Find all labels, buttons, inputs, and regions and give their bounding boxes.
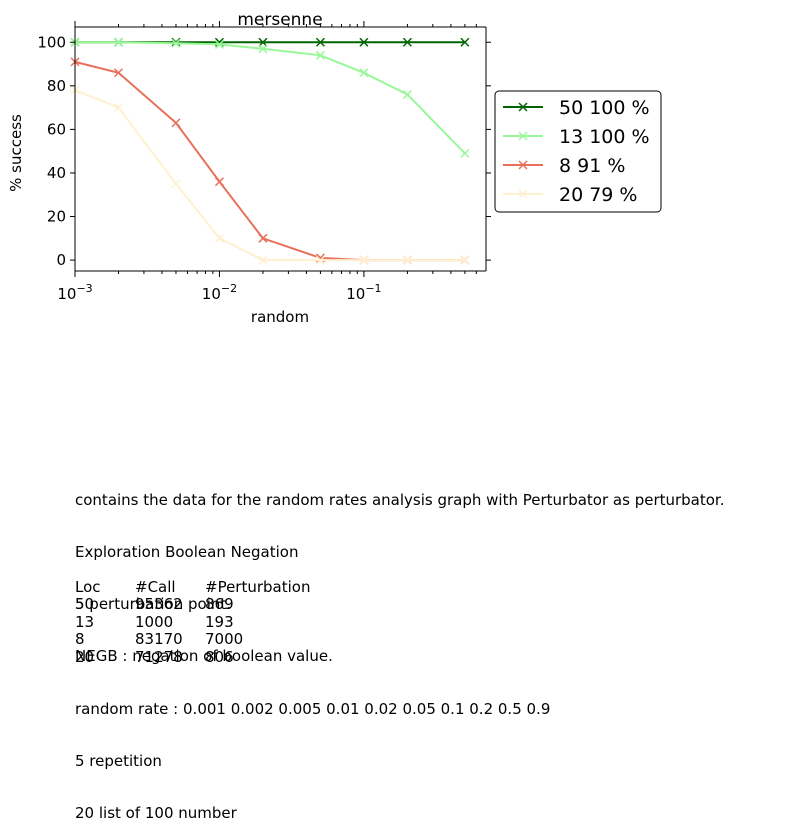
data-point — [359, 255, 369, 265]
data-point — [258, 255, 268, 265]
table-cell: 193 — [205, 612, 234, 631]
note-line: 20 list of 100 number — [75, 804, 237, 823]
data-point — [113, 68, 124, 78]
table-cell: 7000 — [205, 630, 244, 649]
axes: 0 20 40 60 80 100 10−3 10−2 10−1 — [37, 21, 491, 303]
series-line — [74, 89, 465, 262]
table-cell: 869 — [205, 595, 234, 614]
y-tick-label: 0 — [56, 251, 66, 269]
table-cell: 806 — [205, 647, 234, 666]
data-point — [359, 68, 369, 78]
y-axis-label: % success — [7, 114, 25, 192]
x-tick-label: 10−3 — [57, 282, 92, 303]
legend-marker — [518, 189, 528, 199]
note-line: NEGB : negation of boolean value. — [75, 647, 333, 666]
legend-label: 20 79 % — [559, 184, 638, 206]
chart: mersenne 0 20 40 60 80 100 10−3 10−2 10−1 random… — [7, 10, 662, 326]
data-point — [315, 37, 325, 47]
data-point — [258, 44, 268, 54]
table-cell: 1000 — [135, 612, 174, 631]
data-point — [460, 37, 470, 47]
y-tick-label: 80 — [47, 77, 66, 95]
data-point — [402, 90, 412, 100]
data-point — [171, 37, 181, 47]
y-tick-label: 100 — [37, 33, 66, 51]
chart-title: mersenne — [237, 10, 322, 30]
table-cell: 95362 — [135, 595, 183, 614]
data-point — [171, 118, 181, 128]
data-point — [258, 37, 268, 47]
data-point — [402, 37, 412, 47]
x-tick-label: 10−1 — [346, 282, 381, 303]
table-cell: 71278 — [135, 647, 183, 666]
note-line: random rate : 0.001 0.002 0.005 0.01 0.0… — [75, 699, 551, 718]
data-point — [402, 255, 412, 265]
legend-marker — [518, 131, 528, 141]
y-tick-label: 60 — [47, 120, 66, 138]
data-point — [214, 233, 224, 243]
data-point — [171, 179, 181, 189]
data-point — [214, 177, 224, 187]
table-cell: 50 — [75, 595, 95, 614]
data-point — [214, 39, 224, 49]
data-point — [113, 37, 124, 47]
legend-marker — [518, 160, 528, 170]
data-point — [171, 38, 181, 48]
table-cell: 83170 — [135, 630, 183, 649]
legend-box — [494, 90, 662, 213]
note-line: contains the data for the random rates a… — [75, 490, 725, 509]
series-layer — [70, 37, 470, 265]
legend: 50 100 % 13 100 % 8 91 % 20 79 % — [494, 90, 662, 213]
table-cell: 8 — [75, 630, 85, 649]
x-tick-label: 10−2 — [202, 282, 237, 303]
data-point — [460, 255, 470, 265]
data-point — [460, 148, 470, 158]
legend-marker — [518, 102, 528, 112]
table-header-cell: Loc — [75, 578, 101, 596]
y-tick-label: 40 — [47, 164, 66, 182]
data-point — [315, 50, 325, 60]
legend-label: 50 100 % — [559, 97, 650, 119]
legend-label: 8 91 % — [559, 155, 625, 177]
data-point — [359, 37, 369, 47]
data-point — [258, 233, 268, 243]
note-line: 5 repetition — [75, 751, 162, 770]
table-header-cell: #Call — [135, 578, 176, 596]
series-line — [74, 60, 465, 262]
series-line — [75, 41, 466, 155]
table-cell: 20 — [75, 647, 95, 666]
data-point — [113, 103, 124, 113]
note-line: 5 perturbation point. — [75, 595, 232, 614]
note-line: Exploration Boolean Negation — [75, 543, 299, 562]
legend-label: 13 100 % — [559, 126, 650, 148]
table-header-cell: #Perturbation — [205, 578, 311, 596]
table-cell: 13 — [75, 612, 95, 631]
y-tick-label: 20 — [47, 208, 66, 226]
x-axis-label: random — [251, 308, 309, 326]
data-point — [315, 255, 325, 265]
